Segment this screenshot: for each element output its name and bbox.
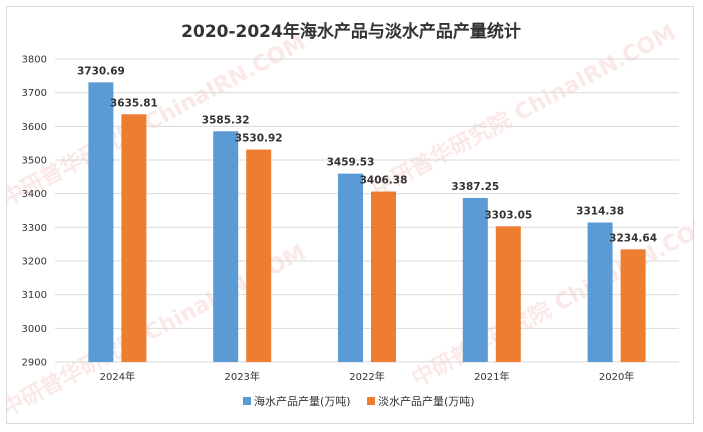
watermark-text: 中研普华研究院 ChinaIRN.COM xyxy=(367,19,680,202)
data-label: 3303.05 xyxy=(484,209,532,221)
bar-freshwater xyxy=(620,249,646,362)
legend: 海水产品产量(万吨) 淡水产品产量(万吨) xyxy=(243,394,475,408)
bar-seawater xyxy=(213,131,239,362)
bar-seawater xyxy=(587,222,613,362)
y-axis: 2900 3000 3100 3200 3300 3400 3500 3600 3700 3800 xyxy=(22,55,47,369)
x-tick-label: 2021年 xyxy=(474,370,509,383)
gridlines xyxy=(55,58,679,363)
bar-chart: 中研普华研究院 ChinaIRN.COM 中研普华研究院 ChinaIRN.COM… xyxy=(7,19,695,422)
data-label: 3530.92 xyxy=(235,133,283,145)
bar-freshwater xyxy=(246,149,272,362)
data-label: 3585.32 xyxy=(202,114,250,126)
chart-frame: 中研普华研究院 ChinaIRN.COM 中研普华研究院 ChinaIRN.COM… xyxy=(6,6,695,424)
bar-freshwater xyxy=(121,114,147,362)
y-tick-label: 3800 xyxy=(22,55,47,66)
y-tick-label: 3400 xyxy=(22,189,47,200)
y-tick-label: 3100 xyxy=(22,290,47,301)
data-label: 3234.64 xyxy=(609,232,657,244)
chart-title: 2020-2024年海水产品与淡水产品产量统计 xyxy=(181,21,521,42)
bar-seawater xyxy=(462,197,488,362)
bars: 3730.69 3635.81 3585.32 3530.92 3459.53 3406.… xyxy=(77,65,657,363)
bar-seawater xyxy=(338,173,363,362)
data-label: 3387.25 xyxy=(451,181,499,193)
y-tick-label: 3500 xyxy=(22,156,47,167)
legend-swatch-seawater xyxy=(243,397,251,405)
bar-freshwater xyxy=(371,191,396,362)
legend-swatch-freshwater xyxy=(367,397,375,405)
data-label: 3730.69 xyxy=(77,65,125,77)
y-tick-label: 2900 xyxy=(22,358,47,369)
bar-seawater xyxy=(88,82,114,363)
x-tick-label: 2024年 xyxy=(100,370,135,383)
legend-label: 海水产品产量(万吨) xyxy=(254,394,351,408)
data-label: 3635.81 xyxy=(110,97,158,109)
y-tick-label: 3000 xyxy=(22,324,47,335)
bar-freshwater xyxy=(495,226,521,362)
x-axis: 2024年 2023年 2022年 2021年 2020年 xyxy=(100,370,635,383)
y-tick-label: 3600 xyxy=(22,122,47,133)
x-tick-label: 2022年 xyxy=(349,370,384,383)
legend-label: 淡水产品产量(万吨) xyxy=(378,394,475,408)
data-label: 3406.38 xyxy=(360,175,408,187)
x-tick-label: 2020年 xyxy=(599,370,634,383)
x-tick-label: 2023年 xyxy=(224,370,259,383)
y-tick-label: 3700 xyxy=(22,88,47,99)
data-label: 3314.38 xyxy=(576,205,624,217)
y-tick-label: 3200 xyxy=(22,257,47,268)
data-label: 3459.53 xyxy=(327,157,375,169)
y-tick-label: 3300 xyxy=(22,223,47,234)
